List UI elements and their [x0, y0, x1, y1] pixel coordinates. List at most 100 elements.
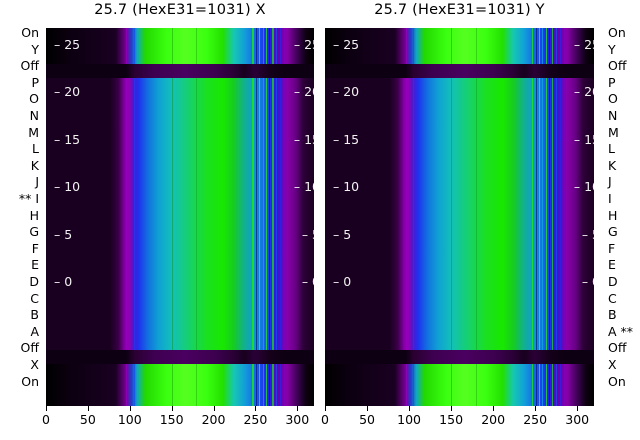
y-tick-label-5: – 5 — [333, 226, 352, 242]
side-label-off-19: Off — [21, 341, 39, 354]
y-tick-label-0: – 0 — [333, 274, 352, 289]
color-ramp — [46, 350, 314, 364]
streak — [269, 364, 270, 406]
side-label-i-10: I — [608, 192, 612, 205]
side-label-off-19: Off — [608, 341, 626, 354]
y-tick-label-20: – 20 — [293, 84, 314, 100]
side-label-on-0: On — [21, 26, 39, 39]
side-label-text: Y — [31, 41, 39, 57]
streak — [265, 78, 268, 350]
side-label-text: K — [608, 157, 617, 173]
side-label-text: B — [30, 307, 39, 323]
side-label-on-21: On — [608, 375, 626, 388]
streak — [545, 28, 547, 64]
color-ramp — [46, 64, 314, 78]
side-label-o-4: O — [608, 92, 618, 105]
side-label-x-20: X — [608, 358, 617, 371]
side-label-text: O — [608, 91, 618, 107]
heatmap-panel-left[interactable]: – 25 – 25 – 20 – 20 – 15 – 15 – 10 – 10 – 5 – 5 – … — [46, 28, 314, 406]
streak — [275, 364, 277, 406]
x-tick-mark-0 — [46, 406, 47, 411]
side-label-d-15: D — [29, 275, 39, 288]
side-label-text: P — [608, 74, 616, 90]
streak — [549, 28, 550, 64]
streak — [532, 28, 534, 64]
side-label-a-18: A ** — [608, 325, 633, 338]
side-label-text: X — [30, 357, 39, 372]
x-tick-mark-300 — [297, 406, 299, 411]
side-label-e-14: E — [608, 258, 616, 271]
side-label-text: Off — [608, 58, 627, 74]
side-label-f-13: F — [32, 242, 39, 255]
streak — [549, 364, 550, 406]
x-tick-mark-250 — [255, 406, 257, 411]
x-tick-label-300: 300 — [285, 412, 310, 427]
side-label-c-16: C — [608, 292, 617, 305]
side-label-text: L — [32, 141, 39, 157]
heatmap-panel-right[interactable]: – 25 – 25 – 20 – 20 – 15 – 15 – 10 – 10 – 5 – 5 – … — [325, 28, 594, 406]
streak — [535, 78, 537, 350]
x-tick-label-0: 0 — [321, 412, 329, 427]
heatmap-band-main-left — [46, 78, 314, 350]
streak — [555, 28, 557, 64]
streak — [545, 364, 547, 406]
streak — [126, 28, 127, 64]
streak — [542, 78, 544, 350]
side-label-text: Off — [608, 340, 627, 356]
x-tick-mark-250 — [535, 406, 537, 411]
side-label-e-14: E — [31, 258, 39, 271]
x-tick-mark-200 — [213, 406, 215, 411]
side-label-text: N — [608, 108, 618, 123]
streak-overlay — [46, 28, 314, 64]
y-tick-label-15: – 15 — [54, 131, 81, 147]
side-label-on-0: On — [608, 26, 626, 39]
streak — [171, 78, 173, 350]
streak — [196, 28, 197, 64]
y-tick-label-25: – 25 — [293, 37, 314, 52]
x-tick-label-150: 150 — [159, 412, 184, 427]
side-label-b-17: B — [608, 308, 617, 321]
side-label-text: B — [608, 307, 617, 323]
streak — [538, 364, 541, 406]
marker-asterisks: ** — [18, 191, 36, 206]
streak — [559, 28, 561, 64]
x-tick-label-50: 50 — [79, 412, 96, 427]
streak — [252, 28, 254, 64]
side-label-c-16: C — [30, 292, 39, 305]
y-tick-label-25: – 25 — [54, 37, 81, 52]
streak — [535, 364, 537, 406]
streak-overlay — [46, 78, 314, 350]
side-label-j-9: J — [608, 175, 612, 188]
side-label-text: E — [31, 257, 39, 273]
heatmap-band-main-right — [325, 78, 594, 350]
streak — [532, 364, 534, 406]
streak — [535, 28, 537, 64]
streak — [283, 28, 285, 64]
streak — [269, 78, 270, 350]
streak — [451, 28, 453, 64]
streak — [412, 78, 414, 350]
y-tick-label-5: – 5 — [54, 226, 73, 242]
x-tick-mark-200 — [493, 406, 495, 411]
side-label-text: A — [30, 323, 39, 339]
streak-overlay — [325, 364, 594, 406]
y-tick-label-10: – 10 — [573, 179, 594, 195]
streak — [412, 28, 414, 64]
side-label-g-12: G — [29, 225, 39, 238]
streak — [196, 364, 197, 406]
y-tick-label-15: – 15 — [573, 131, 594, 147]
y-tick-label-0: – 0 — [581, 274, 594, 289]
streak — [559, 78, 561, 350]
y-tick-label-5: – 5 — [581, 226, 594, 242]
x-tick-mark-150 — [171, 406, 173, 411]
streak — [133, 78, 135, 350]
side-label-text: K — [30, 157, 39, 173]
heatmap-gap-bottom-right — [325, 350, 594, 364]
side-label-y-1: Y — [608, 43, 616, 56]
side-labels-right: On Y Off P O N M L K J I H G F E D C B A ** Off X On — [604, 24, 640, 406]
streak — [563, 28, 565, 64]
streak — [275, 28, 277, 64]
x-tick-label-100: 100 — [397, 412, 421, 427]
y-tick-label-10: – 10 — [333, 179, 360, 195]
